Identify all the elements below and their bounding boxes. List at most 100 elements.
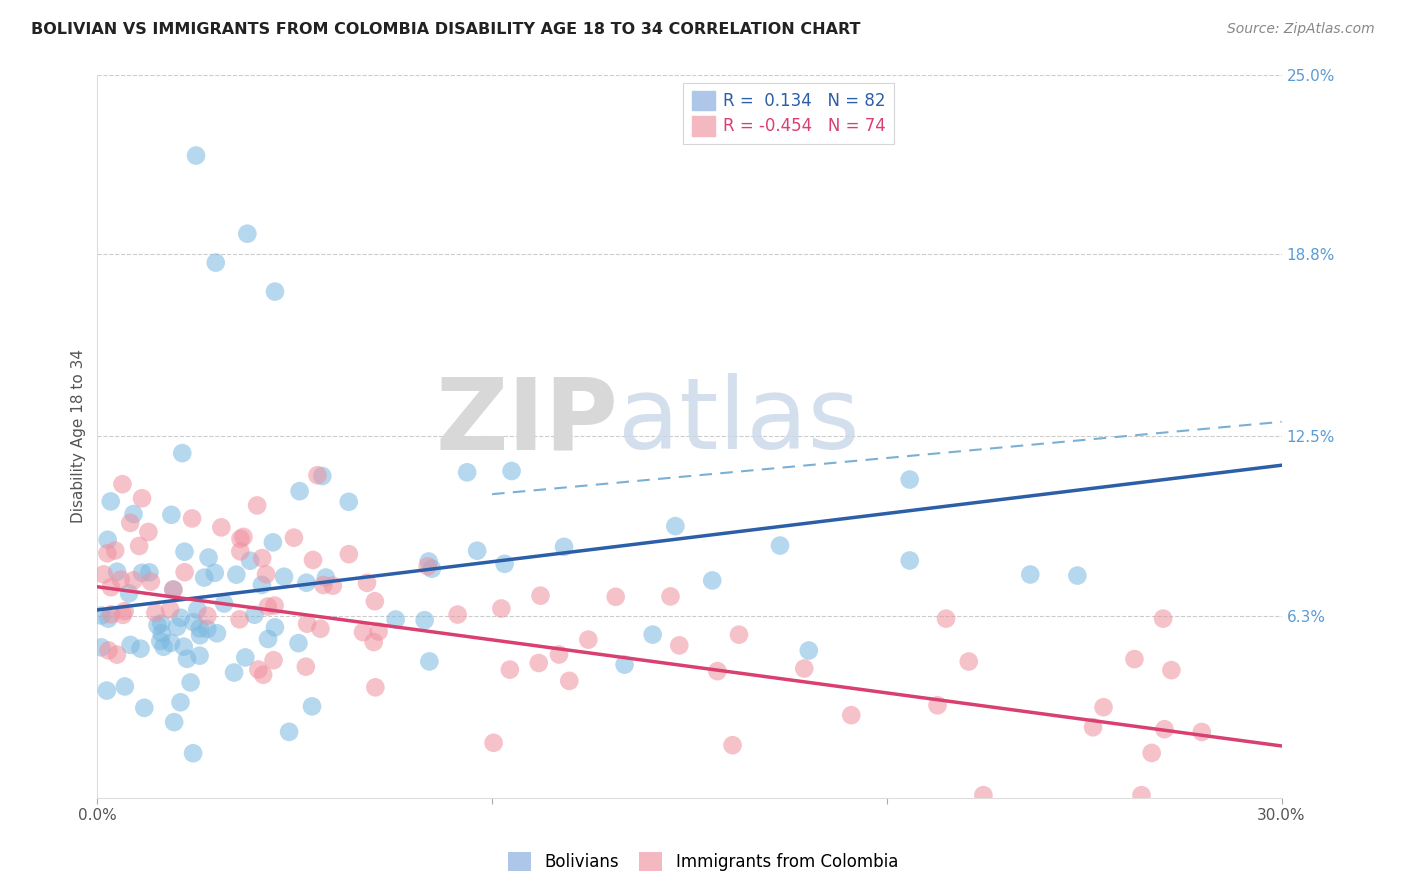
Point — [312, 578, 335, 592]
Point — [384, 613, 406, 627]
Point — [111, 477, 134, 491]
Point — [446, 607, 468, 622]
Point — [152, 640, 174, 654]
Point — [482, 736, 505, 750]
Point — [356, 575, 378, 590]
Point — [558, 673, 581, 688]
Point — [935, 612, 957, 626]
Point — [664, 519, 686, 533]
Point — [104, 543, 127, 558]
Point — [352, 625, 374, 640]
Point — [613, 657, 636, 672]
Point — [181, 511, 204, 525]
Point — [301, 699, 323, 714]
Point — [363, 635, 385, 649]
Point — [1092, 700, 1115, 714]
Point — [205, 626, 228, 640]
Point — [162, 582, 184, 597]
Point — [120, 516, 142, 530]
Point — [263, 653, 285, 667]
Point — [702, 574, 724, 588]
Point — [898, 553, 921, 567]
Point — [166, 620, 188, 634]
Point — [576, 632, 599, 647]
Point — [337, 495, 360, 509]
Text: ZIP: ZIP — [436, 374, 619, 470]
Point — [706, 664, 728, 678]
Point — [295, 616, 318, 631]
Point — [159, 602, 181, 616]
Point — [173, 640, 195, 654]
Point — [364, 594, 387, 608]
Point — [236, 227, 259, 241]
Point — [180, 675, 202, 690]
Point — [307, 468, 329, 483]
Point — [1130, 788, 1153, 802]
Point — [195, 608, 218, 623]
Point — [204, 566, 226, 580]
Point — [416, 559, 439, 574]
Point — [149, 634, 172, 648]
Legend: R =  0.134   N = 82, R = -0.454   N = 74: R = 0.134 N = 82, R = -0.454 N = 74 — [683, 83, 894, 144]
Point — [254, 567, 277, 582]
Point — [128, 539, 150, 553]
Point — [605, 590, 627, 604]
Point — [456, 466, 478, 480]
Point — [295, 575, 318, 590]
Point — [793, 661, 815, 675]
Point — [186, 602, 208, 616]
Point — [494, 557, 516, 571]
Point — [264, 620, 287, 634]
Point — [138, 524, 160, 539]
Point — [229, 532, 252, 546]
Point — [247, 663, 270, 677]
Point — [150, 626, 173, 640]
Point — [100, 494, 122, 508]
Point — [1153, 723, 1175, 737]
Point — [222, 665, 245, 680]
Point — [195, 622, 218, 636]
Point — [139, 574, 162, 589]
Point — [418, 555, 440, 569]
Point — [197, 550, 219, 565]
Point — [1081, 720, 1104, 734]
Point — [548, 648, 571, 662]
Point — [1152, 612, 1174, 626]
Point — [769, 539, 792, 553]
Point — [465, 543, 488, 558]
Point — [309, 622, 332, 636]
Point — [90, 640, 112, 655]
Point — [100, 580, 122, 594]
Point — [315, 570, 337, 584]
Point — [181, 746, 204, 760]
Point — [134, 701, 156, 715]
Point — [278, 724, 301, 739]
Point — [228, 612, 250, 626]
Point — [160, 636, 183, 650]
Point — [209, 520, 232, 534]
Point — [131, 491, 153, 506]
Point — [204, 255, 226, 269]
Point — [273, 570, 295, 584]
Point — [264, 285, 287, 299]
Point — [129, 641, 152, 656]
Point — [188, 648, 211, 663]
Point — [184, 148, 207, 162]
Text: Source: ZipAtlas.com: Source: ZipAtlas.com — [1227, 22, 1375, 37]
Point — [288, 484, 311, 499]
Point — [1140, 746, 1163, 760]
Point — [287, 636, 309, 650]
Point — [250, 578, 273, 592]
Point — [150, 616, 173, 631]
Point — [295, 659, 318, 673]
Point — [138, 566, 160, 580]
Point — [322, 579, 344, 593]
Point — [169, 611, 191, 625]
Point — [797, 643, 820, 657]
Point — [173, 544, 195, 558]
Point — [246, 499, 269, 513]
Point — [1191, 725, 1213, 739]
Point — [364, 681, 387, 695]
Y-axis label: Disability Age 18 to 34: Disability Age 18 to 34 — [72, 350, 86, 524]
Point — [232, 530, 254, 544]
